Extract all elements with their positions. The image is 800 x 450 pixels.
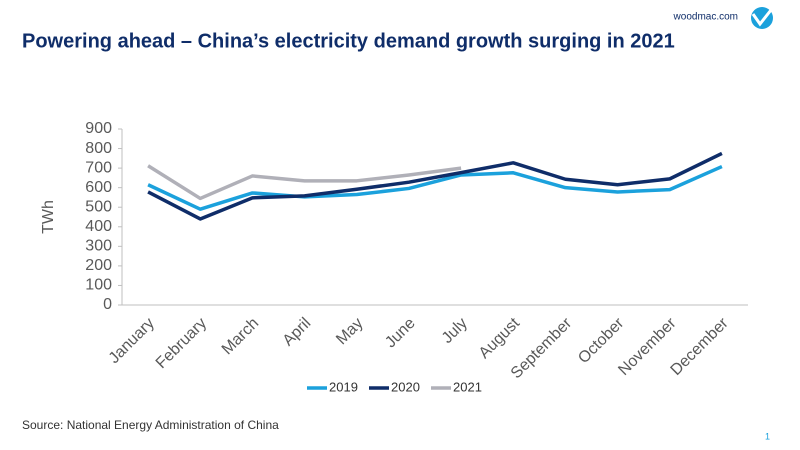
- page-number: 1: [765, 431, 770, 441]
- legend-label: 2019: [329, 379, 358, 394]
- series-line: [147, 164, 723, 211]
- x-tick-label: June: [382, 315, 419, 352]
- y-tick-label: 700: [85, 159, 112, 176]
- x-tick-label: May: [333, 315, 366, 348]
- x-tick-label: March: [219, 315, 262, 358]
- y-tick-label: 800: [85, 140, 112, 157]
- logo: [751, 7, 773, 29]
- x-tick-label: July: [439, 315, 471, 347]
- chart-title: Powering ahead – China’s electricity dem…: [22, 30, 675, 52]
- x-tick-label: August: [476, 314, 524, 362]
- x-tick-label: April: [280, 315, 315, 350]
- x-tick-label: January: [106, 315, 158, 367]
- source: Source: National Energy Administration o…: [22, 418, 279, 432]
- series-line: [147, 151, 723, 221]
- x-tick-label: October: [575, 314, 628, 367]
- y-axis-label: TWh: [40, 200, 57, 234]
- brand: woodmac.com: [673, 12, 738, 23]
- legend-label: 2021: [453, 379, 482, 394]
- y-tick-label: 0: [103, 296, 112, 313]
- y-tick-label: 500: [85, 198, 112, 215]
- y-tick-label: 400: [85, 218, 112, 235]
- y-tick-label: 200: [85, 257, 112, 274]
- x-tick-label: February: [153, 315, 210, 372]
- legend-label: 2020: [391, 379, 420, 394]
- y-tick-label: 600: [85, 179, 112, 196]
- series-line: [147, 164, 462, 201]
- y-tick-label: 300: [85, 238, 112, 255]
- y-tick-label: 900: [85, 120, 112, 137]
- y-tick-label: 100: [85, 277, 112, 294]
- x-tick-label: December: [668, 314, 733, 379]
